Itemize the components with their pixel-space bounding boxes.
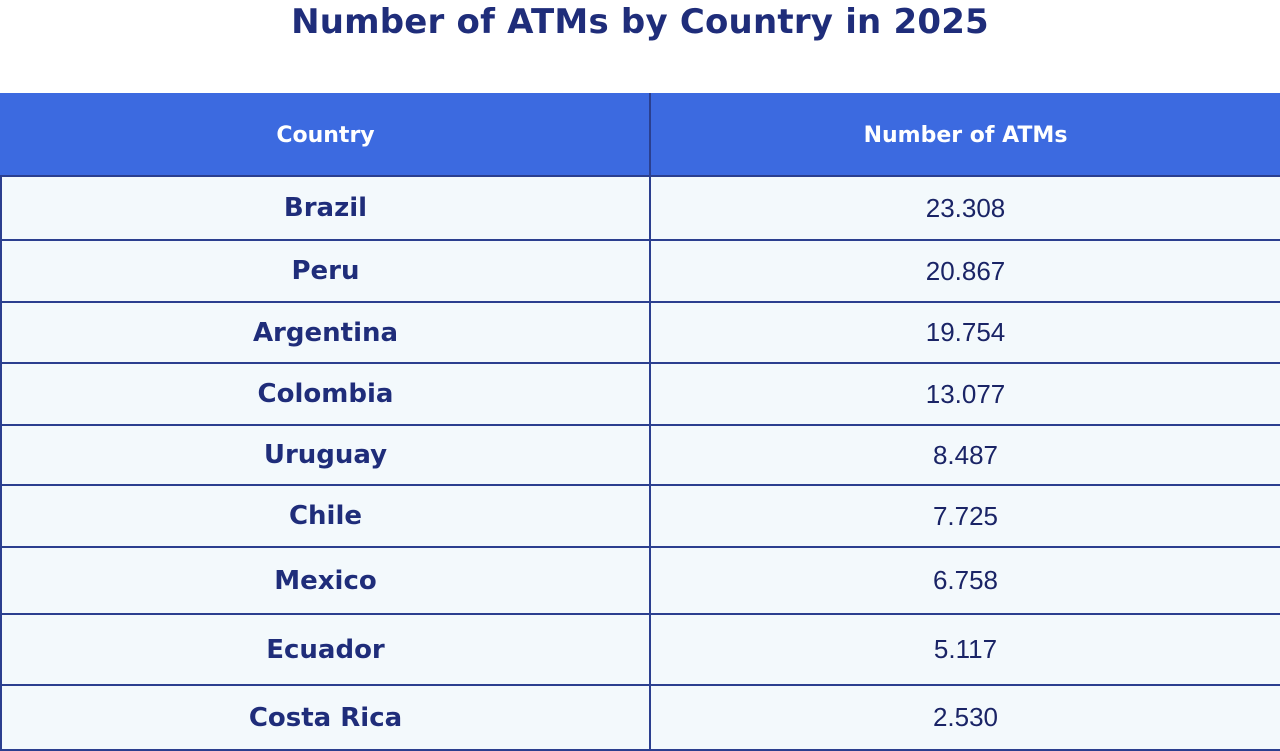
table-header-row: Country Number of ATMs (0, 93, 1280, 177)
atm-table: Country Number of ATMs Brazil 23.308 Peru 2… (0, 93, 1280, 751)
table-row: Argentina 19.754 (0, 301, 1280, 364)
country-cell: Chile (0, 484, 651, 548)
country-cell: Argentina (0, 301, 651, 364)
atm-count-cell: 5.117 (649, 613, 1280, 686)
atm-count-cell: 13.077 (649, 362, 1280, 426)
country-cell: Uruguay (0, 424, 651, 486)
table-body: Brazil 23.308 Peru 20.867 Argentina 19.754 Col… (0, 175, 1280, 751)
column-header-country: Country (0, 93, 651, 177)
atm-count-cell: 6.758 (649, 546, 1280, 615)
atm-count-cell: 8.487 (649, 424, 1280, 486)
atm-count-cell: 2.530 (649, 684, 1280, 751)
atm-count-cell: 7.725 (649, 484, 1280, 548)
atm-count-cell: 19.754 (649, 301, 1280, 364)
country-cell: Ecuador (0, 613, 651, 686)
country-cell: Costa Rica (0, 684, 651, 751)
table-row: Chile 7.725 (0, 484, 1280, 548)
table-row: Colombia 13.077 (0, 362, 1280, 426)
table-row: Ecuador 5.117 (0, 613, 1280, 686)
table-row: Brazil 23.308 (0, 175, 1280, 241)
atm-count-cell: 23.308 (649, 175, 1280, 241)
country-cell: Brazil (0, 175, 651, 241)
atm-count-cell: 20.867 (649, 239, 1280, 303)
country-cell: Mexico (0, 546, 651, 615)
country-cell: Colombia (0, 362, 651, 426)
table-row: Peru 20.867 (0, 239, 1280, 303)
table-row: Costa Rica 2.530 (0, 684, 1280, 751)
country-cell: Peru (0, 239, 651, 303)
column-header-atms: Number of ATMs (649, 93, 1280, 177)
chart-title: Number of ATMs by Country in 2025 (291, 2, 989, 42)
table-row: Uruguay 8.487 (0, 424, 1280, 486)
table-row: Mexico 6.758 (0, 546, 1280, 615)
